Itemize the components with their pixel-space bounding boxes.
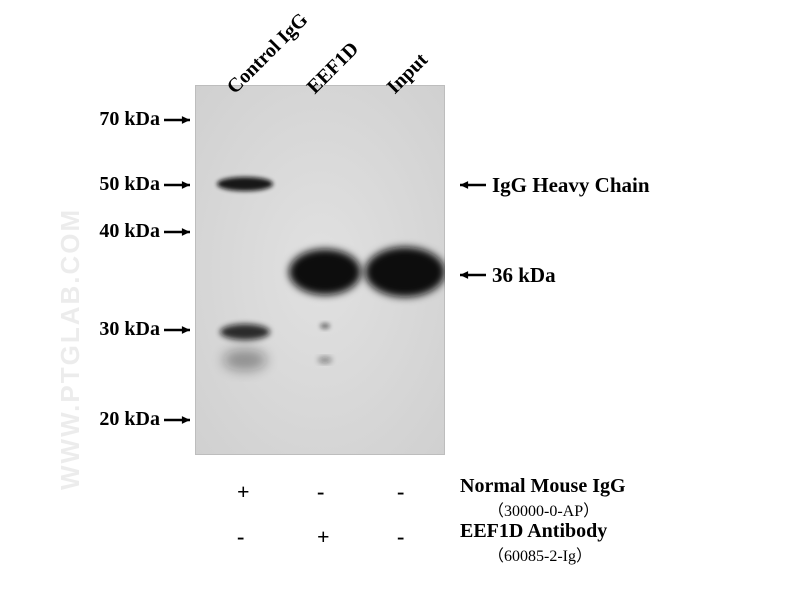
treatment-label: Normal Mouse IgG — [460, 475, 626, 498]
treatment-mark: - — [237, 524, 244, 550]
mw-marker-label: 40 kDa — [99, 220, 160, 243]
treatment-sublabel: （60085-2-Ig） — [488, 542, 592, 566]
mw-marker-label: 50 kDa — [99, 173, 160, 196]
treatment-mark: - — [397, 524, 404, 550]
figure-container: WWW.PTGLAB.COM Control IgGEEF1DInput 70 … — [0, 0, 800, 600]
treatment-sublabel: （30000-0-AP） — [488, 497, 599, 521]
mw-marker-label: 70 kDa — [99, 108, 160, 131]
treatment-mark: + — [237, 479, 250, 505]
treatment-mark: - — [317, 479, 324, 505]
arrows-overlay — [0, 0, 800, 600]
mw-marker-label: 20 kDa — [99, 408, 160, 431]
treatment-label: EEF1D Antibody — [460, 520, 607, 543]
band-annotation-label: 36 kDa — [492, 263, 556, 288]
treatment-mark: + — [317, 524, 330, 550]
band-annotation-label: IgG Heavy Chain — [492, 173, 650, 198]
treatment-mark: - — [397, 479, 404, 505]
mw-marker-label: 30 kDa — [99, 318, 160, 341]
